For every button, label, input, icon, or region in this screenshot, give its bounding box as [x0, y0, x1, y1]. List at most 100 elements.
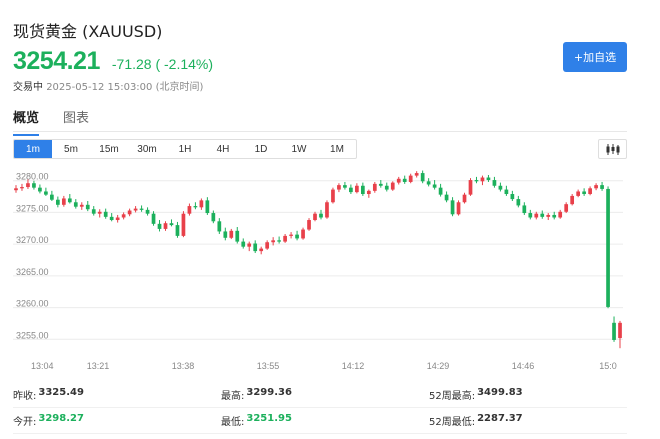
candle-body [61, 198, 66, 205]
y-tick-label: 3280.00 [16, 172, 49, 182]
price-change: -71.28 ( -2.14%) [111, 56, 214, 72]
candle-body [618, 322, 622, 339]
x-tick-label: 13:38 [172, 361, 195, 371]
tab-divider [13, 131, 627, 132]
candle-body [355, 185, 359, 193]
stat-52w-low: 52周最低: 2287.37 [429, 413, 627, 428]
candle-body [343, 185, 347, 188]
tab-chart[interactable]: 图表 [63, 111, 90, 126]
candle-body [582, 191, 586, 195]
y-tick-label: 3255.00 [16, 330, 49, 340]
price-chart[interactable]: 3280.00 3275.00 3270.00 3265.00 3260.00 3255.… [13, 168, 627, 374]
stat-value: 3298.27 [38, 413, 84, 424]
y-tick-label: 3275.00 [16, 203, 49, 213]
candle-body [247, 243, 252, 247]
stat-value: 3299.36 [246, 387, 292, 398]
page-title: 现货黄金 (XAUUSD) [13, 22, 163, 41]
y-tick-label: 3260.00 [16, 299, 49, 309]
interval-30m[interactable]: 30m [137, 143, 157, 155]
candle-body [588, 188, 592, 195]
interval-4h[interactable]: 4H [216, 143, 230, 155]
interval-selector: 1m 5m 15m 30m 1H 4H 1D 1W 1M [13, 139, 357, 159]
interval-15m[interactable]: 15m [99, 143, 119, 155]
candle-body [32, 183, 36, 188]
candle-body [157, 223, 162, 229]
candle-body [366, 190, 371, 195]
candle-body [337, 185, 341, 190]
candle-body [432, 184, 437, 188]
candle-body [217, 221, 222, 232]
chart-type-button[interactable] [598, 139, 627, 159]
interval-1m[interactable]: 1m [14, 140, 52, 158]
candle-body [259, 248, 264, 252]
candle-body [50, 194, 54, 200]
candle-body [79, 204, 84, 207]
candle-body [606, 188, 610, 307]
candle-body [396, 178, 401, 183]
stat-label: 最低: [221, 417, 245, 428]
candle-body [187, 206, 192, 214]
candle-body [564, 204, 569, 212]
candle-body [91, 209, 96, 214]
candle-body [319, 213, 323, 218]
stat-value: 3499.83 [477, 387, 523, 398]
candle-body [97, 211, 102, 214]
tab-overview[interactable]: 概览 [13, 107, 40, 136]
stats-row: 昨收: 3325.49 最高: 3299.36 52周最高: 3499.83 [13, 382, 627, 408]
candle-body [522, 205, 527, 214]
candle-body [73, 202, 78, 207]
candle-body [20, 187, 24, 189]
stat-value: 3251.95 [246, 413, 292, 424]
candle-body [570, 195, 575, 205]
candlestick-chart: 3280.00 3275.00 3270.00 3265.00 3260.00 3255.… [13, 170, 623, 371]
candle-body [516, 199, 521, 206]
candle-body [612, 322, 616, 340]
candle-body [139, 208, 144, 210]
interval-1h[interactable]: 1H [178, 143, 192, 155]
candle-body [426, 181, 431, 185]
y-tick-label: 3270.00 [16, 235, 49, 245]
interval-1d[interactable]: 1D [254, 143, 268, 155]
candle-body [468, 180, 473, 195]
candle-body [103, 211, 108, 217]
candle-body [223, 231, 228, 238]
timestamp: 2025-05-12 15:03:00 (北京时间) [46, 82, 204, 93]
candle-body [115, 217, 120, 221]
candle-body [133, 208, 138, 211]
candle-body [241, 241, 246, 247]
candle-body [181, 213, 186, 236]
candle-body [277, 240, 281, 242]
candle-body [295, 234, 299, 239]
candle-body [169, 223, 174, 226]
stats-table: 昨收: 3325.49 最高: 3299.36 52周最高: 3499.83 今开: 3… [13, 382, 627, 434]
candle-body [480, 177, 485, 182]
candle-body [85, 204, 90, 210]
candle-body [271, 240, 276, 243]
candle-body [462, 194, 467, 203]
candle-body [331, 189, 335, 203]
candle-body [193, 206, 198, 208]
interval-1w[interactable]: 1W [291, 143, 307, 155]
candle-body [558, 211, 563, 218]
candle-body [378, 183, 383, 186]
candle-body [444, 194, 449, 201]
candle-body [199, 200, 204, 208]
interval-5m[interactable]: 5m [64, 143, 78, 155]
candle-body [38, 187, 42, 192]
add-watchlist-button[interactable]: +加自选 [563, 42, 627, 72]
stat-label: 今开: [13, 417, 37, 428]
candle-body [510, 194, 515, 200]
stats-row: 今开: 3298.27 最低: 3251.95 52周最低: 2287.37 [13, 408, 627, 434]
candle-body [67, 198, 72, 203]
candle-body [360, 185, 365, 195]
stat-label: 52周最高: [429, 391, 476, 402]
candlestick-icon [606, 143, 619, 155]
candle-body [44, 191, 48, 195]
main-tabs: 概览 图表 [13, 107, 113, 136]
stat-value: 3325.49 [38, 387, 84, 398]
candle-body [163, 223, 168, 229]
stat-prev-close: 昨收: 3325.49 [13, 387, 221, 402]
candle-body [265, 242, 270, 249]
interval-1mo[interactable]: 1M [330, 143, 344, 155]
candle-body [486, 177, 491, 181]
